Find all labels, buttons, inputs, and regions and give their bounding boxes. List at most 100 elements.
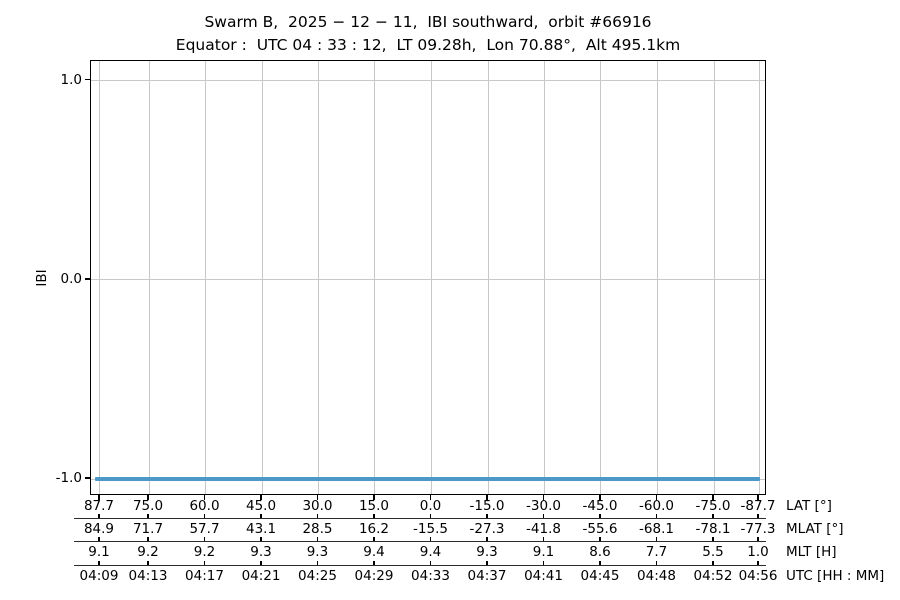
x-tick-label-utc: 04:25 xyxy=(298,568,337,584)
horizontal-gridline xyxy=(91,279,765,281)
x-tick-label-utc: 04:45 xyxy=(580,568,620,584)
y-tick-mark xyxy=(85,278,90,280)
vertical-gridline xyxy=(544,61,546,494)
vertical-gridline xyxy=(600,61,602,494)
x-tick-mark-mlat xyxy=(316,514,319,518)
x-tick-label-mlt: 9.1 xyxy=(532,544,555,560)
x-tick-label-mlat: 57.7 xyxy=(189,521,220,537)
x-tick-mark-utc xyxy=(486,561,488,565)
x-tick-mark-lat xyxy=(373,495,375,500)
x-tick-mark-mlat xyxy=(655,514,658,518)
x-tick-label-utc: 04:56 xyxy=(738,568,778,584)
vertical-gridline xyxy=(431,61,432,494)
horizontal-gridline xyxy=(91,80,765,82)
x-tick-mark-lat xyxy=(599,495,601,500)
x-tick-mark-lat xyxy=(486,495,488,500)
x-tick-label-lat: 45.0 xyxy=(245,498,277,514)
x-tick-label-mlt: 7.7 xyxy=(645,544,668,560)
x-tick-mark-mlat xyxy=(712,514,714,518)
x-tick-label-utc: 04:17 xyxy=(185,568,224,584)
x-tick-mark-mlt xyxy=(316,537,319,541)
x-tick-mark-mlt xyxy=(373,537,375,541)
x-tick-label-mlt: 9.2 xyxy=(137,544,159,560)
x-tick-label-mlat: 84.9 xyxy=(83,521,115,537)
x-tick-mark-utc xyxy=(147,561,149,565)
x-tick-mark-utc xyxy=(429,561,432,565)
x-tick-mark-lat xyxy=(98,495,100,500)
x-tick-label-lat: 75.0 xyxy=(132,498,164,514)
x-tick-label-lat: -87.7 xyxy=(740,498,776,514)
vertical-gridline xyxy=(261,61,263,494)
axis-row-spine-utc xyxy=(74,565,766,566)
x-tick-mark-mlat xyxy=(147,514,149,518)
x-tick-mark-lat xyxy=(655,495,658,500)
x-tick-mark-utc xyxy=(203,561,206,565)
x-tick-mark-mlt xyxy=(757,537,759,541)
x-tick-mark-utc xyxy=(260,561,262,565)
vertical-gridline xyxy=(713,61,715,494)
axis-row-spine-mlt xyxy=(74,541,766,542)
axis-row-label-mlat: MLAT [°] xyxy=(786,521,844,537)
x-tick-label-mlat: -78.1 xyxy=(695,521,731,537)
x-tick-mark-mlt xyxy=(98,537,100,541)
axis-row-spine-mlat xyxy=(74,518,766,519)
x-tick-label-mlat: -68.1 xyxy=(639,521,674,537)
plot-area xyxy=(90,60,766,495)
x-tick-mark-mlt xyxy=(486,537,488,541)
vertical-gridline xyxy=(758,61,760,494)
x-tick-label-lat: 0.0 xyxy=(419,498,442,514)
x-tick-mark-mlat xyxy=(486,514,488,518)
x-tick-mark-utc xyxy=(655,561,658,565)
x-tick-label-utc: 04:09 xyxy=(79,568,119,584)
x-tick-label-utc: 04:21 xyxy=(241,568,281,584)
x-tick-label-lat: 60.0 xyxy=(189,498,220,514)
x-tick-label-mlat: -77.3 xyxy=(740,521,776,537)
x-tick-mark-lat xyxy=(316,495,319,500)
x-tick-label-mlat: -27.3 xyxy=(469,521,505,537)
x-tick-mark-mlat xyxy=(542,514,545,518)
axis-row-label-mlt: MLT [H] xyxy=(786,544,837,560)
vertical-gridline xyxy=(148,61,150,494)
x-tick-mark-mlt xyxy=(542,537,545,541)
x-tick-mark-lat xyxy=(757,495,759,500)
x-tick-label-lat: 87.7 xyxy=(83,498,115,514)
x-tick-mark-utc xyxy=(316,561,319,565)
x-tick-label-mlat: 43.1 xyxy=(245,521,277,537)
x-tick-mark-mlat xyxy=(599,514,601,518)
x-tick-label-mlt: 8.6 xyxy=(589,544,611,560)
x-tick-label-mlt: 9.4 xyxy=(363,544,385,560)
x-tick-label-utc: 04:13 xyxy=(128,568,168,584)
y-tick-label: 0.0 xyxy=(60,270,82,287)
x-tick-mark-utc xyxy=(98,561,100,565)
x-tick-mark-utc xyxy=(712,561,714,565)
x-tick-label-mlt: 9.1 xyxy=(88,544,110,560)
x-tick-label-mlt: 1.0 xyxy=(747,544,769,560)
vertical-gridline xyxy=(99,61,101,494)
axis-row-label-utc: UTC [HH : MM] xyxy=(786,568,885,584)
y-tick-label: -1.0 xyxy=(55,470,82,487)
x-tick-label-mlat: 16.2 xyxy=(358,521,390,537)
x-tick-mark-utc xyxy=(373,561,375,565)
x-tick-label-mlat: 28.5 xyxy=(302,521,333,537)
x-tick-mark-utc xyxy=(599,561,601,565)
x-tick-mark-mlt xyxy=(599,537,601,541)
x-tick-mark-lat xyxy=(147,495,149,500)
chart-subtitle: Equator : UTC 04 : 33 : 12, LT 09.28h, L… xyxy=(175,36,681,54)
x-tick-mark-mlat xyxy=(260,514,262,518)
x-tick-label-lat: -75.0 xyxy=(695,498,731,514)
x-tick-mark-mlt xyxy=(203,537,206,541)
vertical-gridline xyxy=(656,61,658,494)
x-tick-mark-lat xyxy=(260,495,262,500)
x-tick-label-lat: -45.0 xyxy=(582,498,618,514)
x-tick-label-lat: 30.0 xyxy=(302,498,333,514)
x-tick-label-lat: -30.0 xyxy=(526,498,561,514)
x-tick-mark-mlt xyxy=(655,537,658,541)
x-tick-mark-lat xyxy=(542,495,545,500)
x-tick-mark-lat xyxy=(203,495,206,500)
x-tick-label-utc: 04:52 xyxy=(693,568,733,584)
chart-title: Swarm B, 2025 − 12 − 11, IBI southward, … xyxy=(204,13,652,31)
y-tick-mark xyxy=(85,79,90,81)
x-tick-mark-lat xyxy=(712,495,714,500)
x-tick-label-lat: -60.0 xyxy=(639,498,674,514)
